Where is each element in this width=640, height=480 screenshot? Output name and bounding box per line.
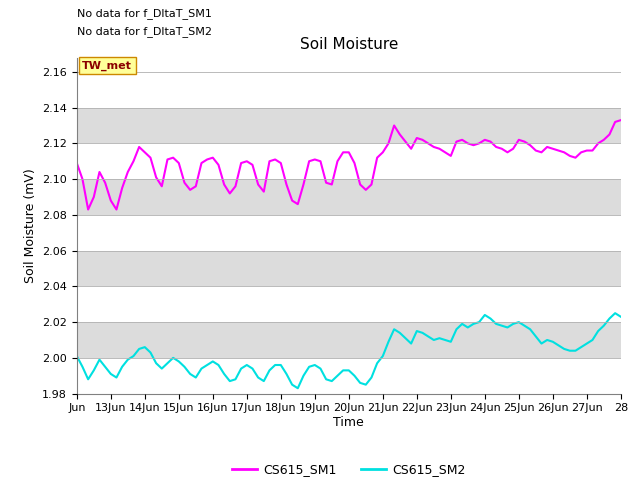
Bar <box>77 215 621 251</box>
Bar <box>77 144 621 179</box>
Legend: CS615_SM1, CS615_SM2: CS615_SM1, CS615_SM2 <box>227 458 471 480</box>
Y-axis label: Soil Moisture (mV): Soil Moisture (mV) <box>24 168 36 283</box>
Bar <box>77 358 621 394</box>
Title: Soil Moisture: Soil Moisture <box>300 37 398 52</box>
Bar <box>77 179 621 215</box>
Bar <box>77 108 621 144</box>
X-axis label: Time: Time <box>333 416 364 429</box>
Bar <box>77 72 621 108</box>
Text: No data for f_DltaT_SM1: No data for f_DltaT_SM1 <box>77 8 212 19</box>
Text: TW_met: TW_met <box>83 60 132 71</box>
Text: No data for f_DltaT_SM2: No data for f_DltaT_SM2 <box>77 26 212 37</box>
Bar <box>77 287 621 322</box>
Bar <box>77 251 621 287</box>
Bar <box>77 322 621 358</box>
